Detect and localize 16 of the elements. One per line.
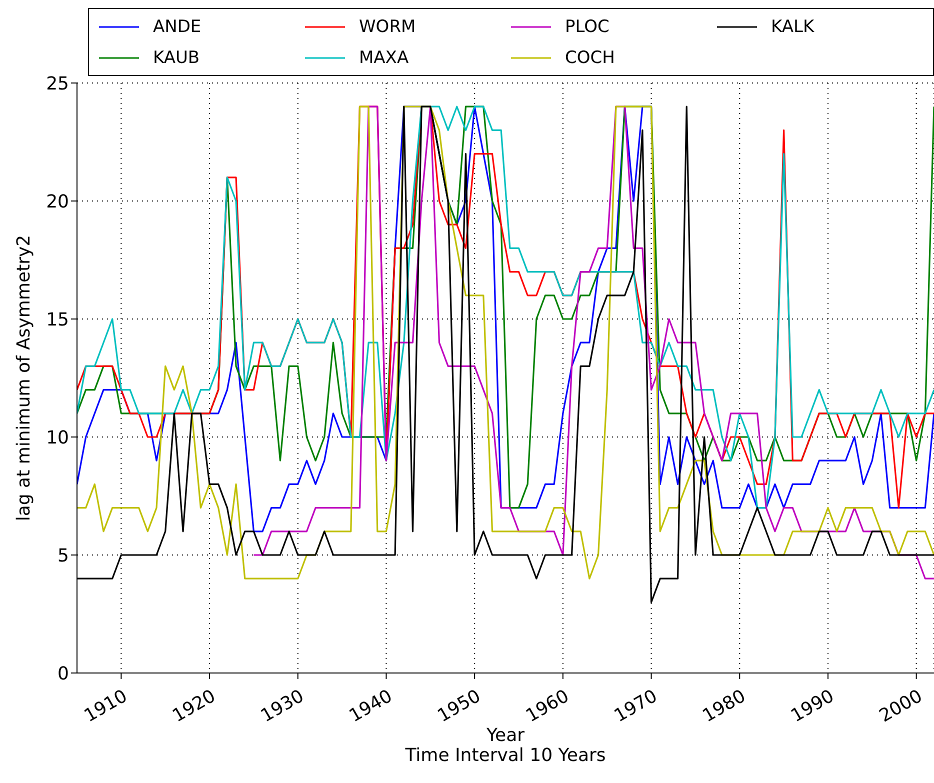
y-tick-label: 20 <box>46 191 69 212</box>
legend-label: KALK <box>771 16 814 36</box>
legend-label: WORM <box>359 16 416 36</box>
line-series <box>252 106 934 580</box>
x-axis-title: Year Time Interval 10 Years <box>404 725 606 766</box>
y-tick-label: 15 <box>46 309 69 330</box>
y-tick-label: 10 <box>46 427 69 448</box>
legend-label: COCH <box>565 48 615 68</box>
legend-label: KAUB <box>153 48 200 68</box>
y-axis-title: lag at minimum of Asymmetry2 <box>14 234 34 522</box>
legend-label: PLOC <box>565 16 610 36</box>
legend-label: MAXA <box>359 48 409 68</box>
y-tick-label: 0 <box>58 663 69 684</box>
y-tick-label: 5 <box>58 545 69 566</box>
y-tick-label: 25 <box>46 73 69 94</box>
legend-label: ANDE <box>153 16 202 36</box>
